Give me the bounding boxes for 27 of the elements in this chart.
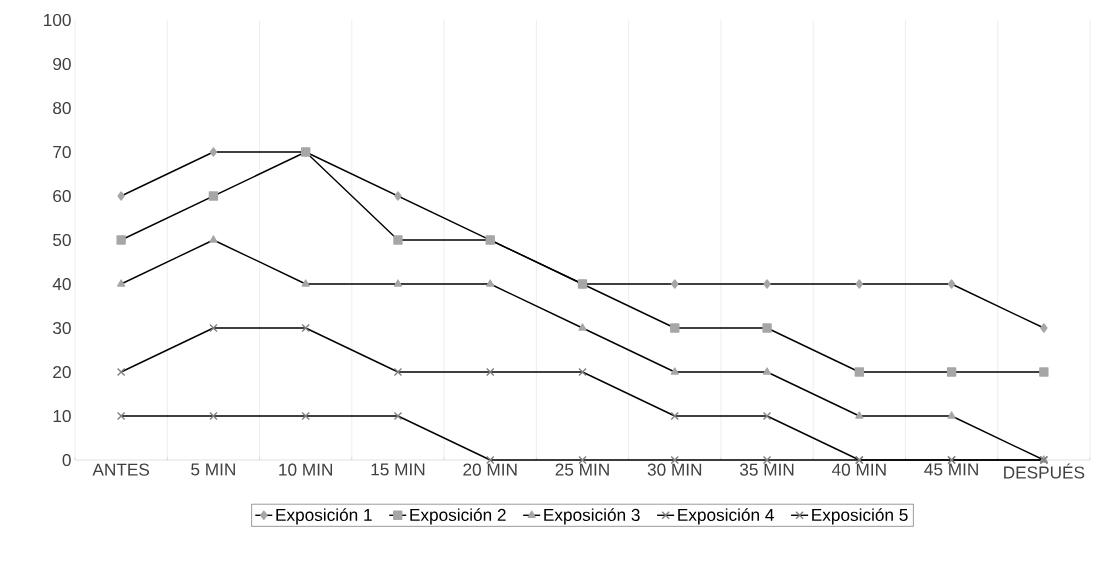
y-tick-label: 30 xyxy=(52,321,71,335)
y-tick-label: 10 xyxy=(53,409,71,423)
legend-label: Exposición 3 xyxy=(544,508,640,525)
x-tick-label: ANTES xyxy=(92,463,150,476)
x-tick-label: 5 MIN xyxy=(191,463,235,476)
x-tick-label: 20 MIN xyxy=(463,463,517,476)
x-tick-label: 45 MIN xyxy=(924,463,978,476)
y-tick-label: 60 xyxy=(53,189,71,203)
y-tick-label: 0 xyxy=(62,453,71,467)
y-tick-label: 70 xyxy=(53,145,71,159)
legend-label: Exposición 4 xyxy=(678,508,774,525)
x-tick-label: 40 MIN xyxy=(831,463,886,476)
legend-label: Exposición 1 xyxy=(276,508,372,525)
y-tick-label: 40 xyxy=(52,277,71,291)
legend-label: Exposición 2 xyxy=(410,508,506,525)
y-tick-label: 20 xyxy=(53,365,71,379)
x-tick-label: 15 MIN xyxy=(371,463,425,476)
x-tick-label: 30 MIN xyxy=(647,463,702,476)
x-tick-label: 10 MIN xyxy=(279,463,333,476)
y-tick-label: 90 xyxy=(53,57,71,71)
y-tick-label: 100 xyxy=(44,13,71,27)
y-tick-label: 80 xyxy=(53,101,71,115)
x-tick-label: 25 MIN xyxy=(555,463,609,476)
legend-label: Exposición 5 xyxy=(812,508,908,525)
x-tick-label: DESPUÉS xyxy=(1004,463,1085,479)
x-tick-label: 35 MIN xyxy=(739,463,794,476)
y-tick-label: 50 xyxy=(53,233,71,247)
